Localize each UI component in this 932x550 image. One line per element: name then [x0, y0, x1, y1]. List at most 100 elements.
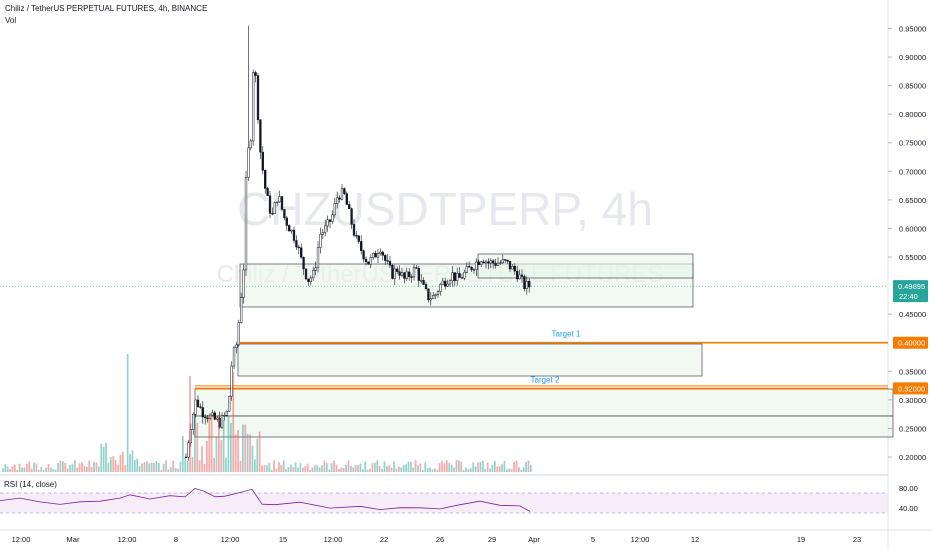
candle: [184, 456, 188, 459]
bar-countdown: 22:40: [899, 292, 918, 301]
candle: [343, 188, 346, 194]
volume-bar: [50, 467, 52, 472]
candle: [333, 203, 336, 216]
candle: [362, 250, 365, 260]
volume-bar: [390, 467, 393, 472]
volume-bar: [347, 460, 350, 472]
candle: [513, 265, 516, 272]
volume-bar: [107, 462, 110, 472]
volume-bar: [143, 462, 146, 472]
volume-bar: [513, 461, 515, 472]
candle: [276, 201, 279, 204]
candle: [458, 273, 461, 278]
volume-bar: [318, 467, 321, 472]
volume-bar: [359, 463, 362, 472]
candle: [309, 277, 312, 282]
price-axis-label: 0.70000: [899, 167, 926, 176]
volume-bar: [9, 469, 11, 472]
volume-indicator-label[interactable]: Vol: [5, 16, 17, 25]
volume-bar: [246, 433, 249, 472]
volume-bar: [352, 467, 355, 472]
candle: [518, 274, 521, 280]
volume-bar: [438, 463, 441, 472]
candle: [220, 415, 224, 428]
candle: [242, 269, 245, 298]
volume-bar: [182, 436, 184, 472]
volume-bar: [489, 468, 491, 472]
volume-bar: [431, 469, 434, 472]
candle: [223, 415, 226, 417]
volume-bar: [95, 462, 98, 472]
time-axis-label: 12:00: [12, 535, 31, 544]
candle: [324, 225, 327, 233]
volume-bar: [4, 464, 7, 472]
volume-bar: [52, 469, 55, 472]
volume-bars: [2, 354, 532, 472]
volume-bar: [410, 461, 412, 472]
volume-bar: [162, 463, 165, 472]
chart-title: Chiliz / TetherUS PERPETUAL FUTURES, 4h,…: [5, 4, 208, 13]
candle: [367, 261, 370, 265]
volume-bar: [105, 442, 107, 472]
candle: [302, 256, 305, 270]
candle: [420, 280, 423, 282]
volume-bar: [455, 460, 458, 472]
target-price-badge-label: 0.40000: [898, 339, 925, 348]
volume-bar: [54, 469, 57, 472]
candle: [386, 260, 389, 262]
time-axis-label: 8: [174, 535, 178, 544]
volume-bar: [134, 460, 136, 472]
volume-bar: [14, 464, 16, 472]
volume-bar: [47, 463, 50, 472]
volume-bar: [165, 460, 167, 472]
candle: [206, 417, 209, 420]
candle: [448, 280, 452, 285]
volume-bar: [117, 464, 119, 472]
candle: [511, 265, 514, 270]
candle: [247, 147, 250, 178]
candle: [213, 412, 216, 420]
volume-bar: [119, 455, 122, 472]
volume-bar: [239, 460, 242, 472]
volume-bar: [66, 468, 69, 472]
volume-bar: [328, 469, 331, 472]
candle: [249, 140, 252, 149]
candle: [211, 412, 214, 416]
volume-bar: [210, 415, 213, 472]
last-price-value: 0.49895: [898, 282, 925, 291]
time-axis-label: 12:00: [118, 535, 137, 544]
time-axis-label: 23: [853, 535, 861, 544]
volume-bar: [429, 467, 431, 472]
candle: [292, 229, 296, 241]
candle: [436, 291, 440, 295]
volume-bar: [398, 466, 400, 472]
volume-bar: [333, 460, 335, 472]
candle: [288, 225, 291, 232]
volume-bar: [326, 462, 328, 472]
volume-bar: [378, 465, 381, 472]
volume-bar: [129, 454, 131, 472]
volume-bar: [222, 419, 225, 472]
volume-bar: [201, 446, 203, 472]
candle: [336, 197, 339, 204]
volume-bar: [494, 461, 496, 472]
volume-bar: [208, 415, 211, 472]
volume-bar: [443, 463, 446, 472]
volume-bar: [338, 468, 340, 472]
zone-rect: [194, 388, 894, 417]
volume-bar: [124, 465, 127, 472]
volume-bar: [436, 469, 439, 472]
volume-bar: [278, 462, 280, 472]
volume-bar: [350, 465, 352, 472]
candle: [446, 283, 449, 287]
volume-bar: [220, 440, 223, 472]
target-label: Target 2: [531, 375, 560, 384]
volume-bar: [292, 467, 295, 472]
volume-bar: [527, 460, 530, 472]
volume-bar: [112, 456, 115, 472]
volume-bar: [249, 434, 251, 472]
rsi-indicator-label[interactable]: RSI (14, close): [4, 480, 57, 489]
price-axis-label: 0.20000: [899, 453, 926, 462]
volume-bar: [470, 468, 472, 472]
